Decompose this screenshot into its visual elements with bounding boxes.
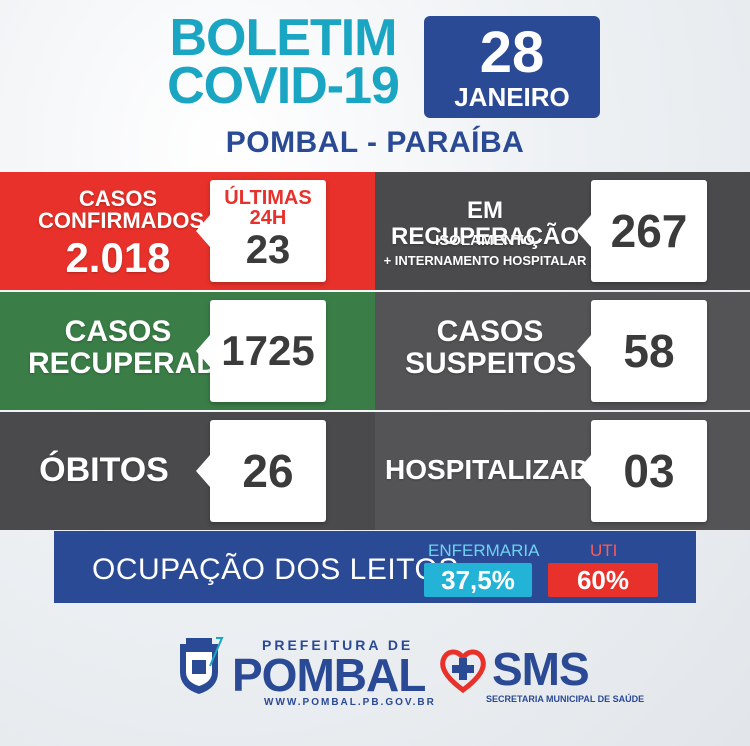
ward-value: 37,5%	[424, 563, 532, 597]
suspects-panel: CASOS SUSPEITOS 58	[375, 292, 750, 410]
confirmed-panel: CASOS CONFIRMADOS 2.018 ÚLTIMAS 24H 23	[0, 172, 375, 290]
title-line-1: BOLETIM	[169, 9, 398, 67]
hospitalized-value: 03	[577, 420, 707, 522]
recovering-value: 267	[577, 180, 707, 282]
recovered-label-line1: CASOS	[64, 315, 172, 348]
suspects-label-line1: CASOS	[436, 315, 544, 348]
recovering-panel: EM RECUPERAÇÃO ISOLAMENTO + INTERNAMENTO…	[375, 172, 750, 290]
date-day: 28	[479, 20, 545, 85]
recovered-label: CASOS RECUPERADOS	[28, 315, 262, 380]
deaths-value: 26	[196, 420, 326, 522]
confirmed-total: 2.018	[65, 234, 171, 281]
hospitalized-label: HOSPITALIZADOS	[385, 454, 631, 485]
coat-of-arms-icon	[174, 636, 224, 696]
date-box: 28 JANEIRO	[424, 16, 600, 118]
last24-value: 23	[245, 228, 291, 272]
occupancy-label: OCUPAÇÃO DOS LEITOS:	[92, 553, 468, 586]
confirmed-label-line1: CASOS	[78, 186, 158, 211]
date-month: JANEIRO	[454, 82, 570, 112]
footer-sms-sub: SECRETARIA MUNICIPAL DE SAÚDE	[486, 694, 645, 704]
recovered-value: 1725	[196, 300, 326, 402]
suspects-label: CASOS SUSPEITOS	[405, 315, 577, 380]
recovering-label: EM RECUPERAÇÃO	[390, 197, 579, 250]
confirmed-label-line2: CONFIRMADOS	[38, 208, 205, 233]
location-title: POMBAL - PARAÍBA	[225, 126, 525, 159]
last24-label-line1: ÚLTIMAS	[224, 187, 312, 209]
last24-label-line2: 24H	[249, 207, 287, 229]
icu-label: UTI	[590, 541, 618, 560]
recovering-sub1: ISOLAMENTO	[435, 232, 535, 249]
recovering-sub2: + INTERNAMENTO HOSPITALAR	[383, 253, 587, 268]
hospitalized-panel: HOSPITALIZADOS 03	[375, 412, 750, 530]
icu-value: 60%	[548, 563, 658, 597]
deaths-label: ÓBITOS	[39, 451, 169, 489]
recovered-label-line2: RECUPERADOS	[28, 347, 262, 380]
footer-sms: SMS	[492, 643, 590, 695]
last24-card: ÚLTIMAS 24H 23	[196, 180, 326, 282]
footer-prefeitura: PREFEITURA DE	[262, 637, 414, 653]
bulletin-title: BOLETIM COVID-19	[148, 9, 418, 115]
suspects-value: 58	[577, 300, 707, 402]
deaths-panel: ÓBITOS 26	[0, 412, 375, 530]
footer-url: WWW.POMBAL.PB.GOV.BR	[264, 697, 436, 708]
suspects-label-line2: SUSPEITOS	[405, 347, 577, 380]
heart-cross-icon	[438, 644, 488, 694]
ward-label: ENFERMARIA	[428, 541, 540, 560]
recovered-panel: CASOS RECUPERADOS 1725	[0, 292, 375, 410]
bed-occupancy-bar: OCUPAÇÃO DOS LEITOS: ENFERMARIA 37,5% UT…	[54, 531, 696, 603]
title-line-2: COVID-19	[167, 57, 400, 115]
footer-city: POMBAL	[232, 649, 426, 701]
confirmed-label: CASOS CONFIRMADOS	[38, 186, 205, 233]
